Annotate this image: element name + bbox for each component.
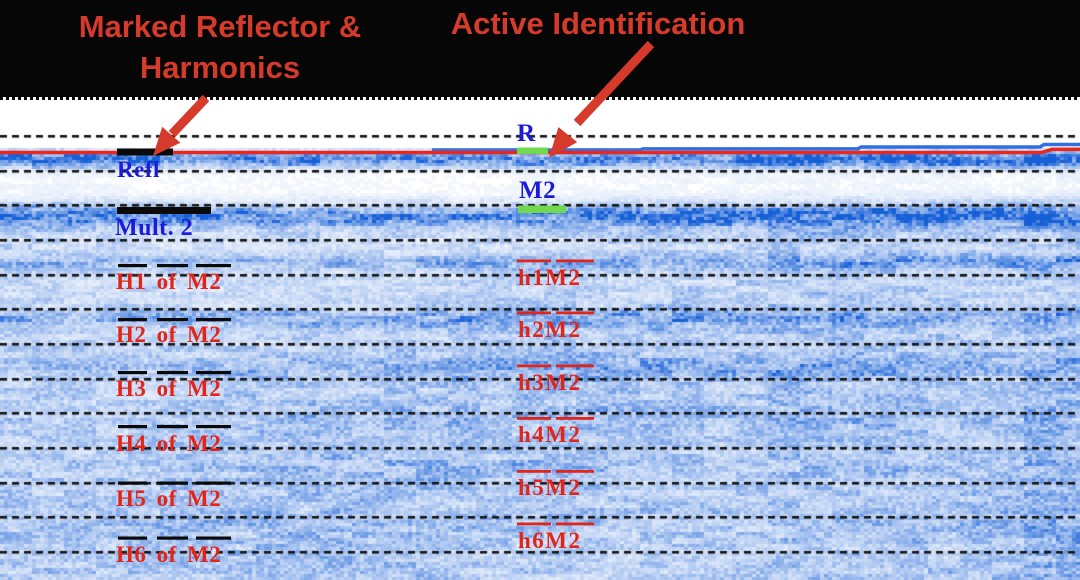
- arrow-marked-reflector: [153, 94, 210, 156]
- annotation-marked-line1: Marked Reflector &: [78, 9, 362, 44]
- overline-segment: [157, 425, 188, 429]
- overline-segment: [196, 536, 231, 540]
- overline-segment: [157, 481, 188, 485]
- label-r[interactable]: R: [517, 120, 536, 147]
- overline-segment: [556, 364, 594, 368]
- label-h6-of-m2[interactable]: H6 of M2: [116, 542, 222, 567]
- overline-segment: [517, 522, 551, 526]
- overline-segment: [517, 259, 551, 263]
- harmonic-overline-H3[interactable]: [118, 371, 231, 375]
- label-h2m2[interactable]: h2M2: [518, 317, 582, 342]
- harmonic-overline-H5[interactable]: [118, 481, 231, 485]
- active-overline-h1M2[interactable]: [517, 259, 594, 263]
- label-refl[interactable]: Refl: [117, 157, 160, 182]
- overline-segment: [196, 481, 231, 485]
- arrow-shaft: [168, 94, 210, 138]
- harmonic-overline-H4[interactable]: [118, 425, 231, 429]
- overline-segment: [157, 536, 188, 540]
- overline-segment: [517, 417, 551, 420]
- label-m2[interactable]: M2: [519, 177, 557, 204]
- overline-segment: [196, 264, 231, 268]
- label-h3m2[interactable]: h3M2: [518, 370, 582, 395]
- annotation-active-identification: Active Identification: [450, 6, 746, 41]
- seafloor-return-trace: [432, 142, 1080, 152]
- arrow-head-icon: [549, 127, 578, 158]
- label-h5m2[interactable]: h5M2: [518, 475, 582, 500]
- active-overline-h3M2[interactable]: [517, 364, 594, 368]
- overline-segment: [517, 364, 551, 368]
- arrow-active-identification: [549, 40, 655, 158]
- active-overline-h4M2[interactable]: [517, 417, 594, 420]
- annotation-banner: Marked Reflector & Harmonics Active Iden…: [0, 0, 1080, 97]
- overline-segment: [157, 371, 188, 375]
- label-h6m2[interactable]: h6M2: [518, 528, 582, 553]
- active-overline-h5M2[interactable]: [517, 470, 594, 473]
- label-h1-of-m2[interactable]: H1 of M2: [116, 269, 222, 294]
- overline-segment: [157, 264, 188, 268]
- active-overline-h2M2[interactable]: [517, 311, 594, 315]
- overline-segment: [196, 425, 231, 429]
- marked-reflector-bar[interactable]: [117, 148, 173, 156]
- overline-segment: [118, 536, 147, 540]
- overline-segment: [118, 425, 147, 429]
- marked-multiple2-bar[interactable]: [117, 207, 211, 214]
- overline-segment: [517, 311, 551, 315]
- label-h1m2[interactable]: h1M2: [518, 265, 582, 290]
- overline-segment: [118, 481, 147, 485]
- overline-segment: [556, 417, 594, 420]
- annotation-marked-line2: Harmonics: [139, 49, 301, 85]
- harmonic-overline-H6[interactable]: [118, 536, 231, 540]
- annotation-marked-reflector: Marked Reflector & Harmonics: [44, 7, 396, 89]
- active-overline-h6M2[interactable]: [517, 522, 594, 526]
- arrow-head-icon: [153, 126, 181, 156]
- label-h4-of-m2[interactable]: H4 of M2: [116, 431, 222, 456]
- label-h4m2[interactable]: h4M2: [518, 422, 582, 447]
- overline-segment: [118, 371, 147, 375]
- overline-segment: [157, 318, 188, 322]
- active-marker-M2[interactable]: [518, 205, 566, 214]
- overline-segment: [556, 522, 594, 526]
- overline-segment: [517, 470, 551, 473]
- label-mult2[interactable]: Mult. 2: [115, 215, 194, 241]
- harmonic-overline-H1[interactable]: [118, 264, 231, 268]
- label-h2-of-m2[interactable]: H2 of M2: [116, 322, 222, 347]
- echogram-canvas: [0, 100, 1080, 580]
- overline-segment: [556, 470, 594, 473]
- overline-segment: [556, 311, 594, 315]
- harmonic-overline-H2[interactable]: [118, 318, 231, 322]
- label-h3-of-m2[interactable]: H3 of M2: [116, 376, 222, 401]
- overline-segment: [196, 371, 231, 375]
- banner-dashed-edge: [0, 97, 1080, 102]
- overline-segment: [196, 318, 231, 322]
- overline-segment: [118, 264, 147, 268]
- active-marker-R[interactable]: [517, 147, 548, 155]
- label-h5-of-m2[interactable]: H5 of M2: [116, 486, 222, 511]
- arrow-shaft: [573, 40, 655, 127]
- overline-segment: [118, 318, 147, 322]
- overline-segment: [556, 259, 594, 263]
